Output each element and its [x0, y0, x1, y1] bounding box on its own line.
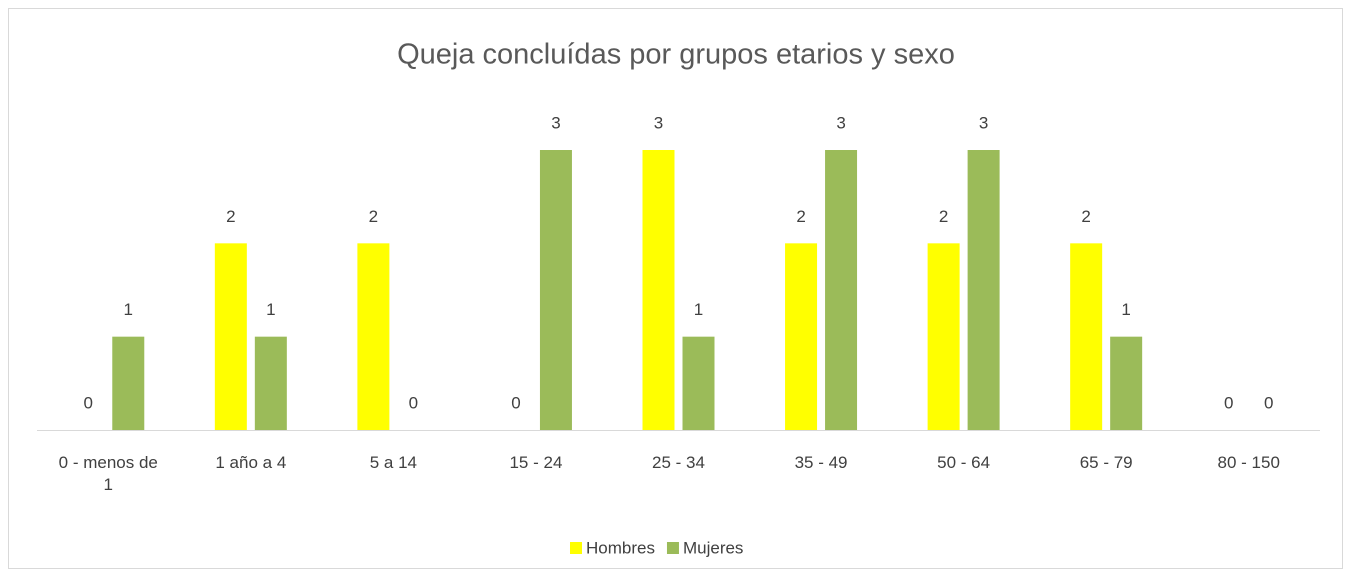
- data-label: 1: [124, 300, 133, 319]
- bar: [682, 336, 715, 430]
- data-label: 3: [836, 113, 845, 132]
- data-label: 2: [226, 207, 235, 226]
- x-tick-label: 80 - 150: [1217, 453, 1280, 472]
- chart-title: Queja concluídas por grupos etarios y se…: [397, 39, 955, 71]
- data-label: 2: [1081, 207, 1090, 226]
- data-label: 0: [84, 393, 93, 412]
- bar: [642, 150, 675, 430]
- data-label: 3: [654, 113, 663, 132]
- bar: [539, 150, 572, 430]
- x-tick-label: 0 - menos de 1: [58, 453, 158, 494]
- data-label: 1: [694, 300, 703, 319]
- data-label: 0: [1264, 393, 1273, 412]
- data-label: 2: [369, 207, 378, 226]
- bar: [785, 243, 818, 430]
- x-tick-label: 5 a 14: [369, 453, 417, 472]
- bar: [112, 336, 145, 430]
- data-label: 0: [409, 393, 418, 412]
- legend-swatch: [570, 542, 582, 554]
- x-tick-label: 15 - 24: [509, 453, 563, 472]
- x-tick-label: 65 - 79: [1079, 453, 1133, 472]
- bar: [967, 150, 1000, 430]
- chart-border: [8, 8, 1343, 569]
- data-label: 0: [1224, 393, 1233, 412]
- data-label: 1: [266, 300, 275, 319]
- bar: [927, 243, 960, 430]
- data-label: 3: [979, 113, 988, 132]
- x-tick-label: 35 - 49: [794, 453, 848, 472]
- x-tick-label: 50 - 64: [937, 453, 991, 472]
- bar: [254, 336, 287, 430]
- data-label: 2: [796, 207, 805, 226]
- bar: [825, 150, 858, 430]
- x-tick-label: 25 - 34: [652, 453, 705, 472]
- data-label: 1: [1121, 300, 1130, 319]
- data-label: 2: [939, 207, 948, 226]
- data-label: 0: [511, 393, 520, 412]
- bar: [357, 243, 390, 430]
- data-label: 3: [551, 113, 560, 132]
- bar: [1070, 243, 1103, 430]
- x-tick-label: 1 año a 4: [215, 453, 287, 472]
- legend-swatch: [666, 542, 679, 554]
- legend-label: Hombres: [586, 538, 655, 557]
- legend-label: Mujeres: [683, 538, 743, 557]
- bar: [1110, 336, 1143, 430]
- bar: [214, 243, 247, 430]
